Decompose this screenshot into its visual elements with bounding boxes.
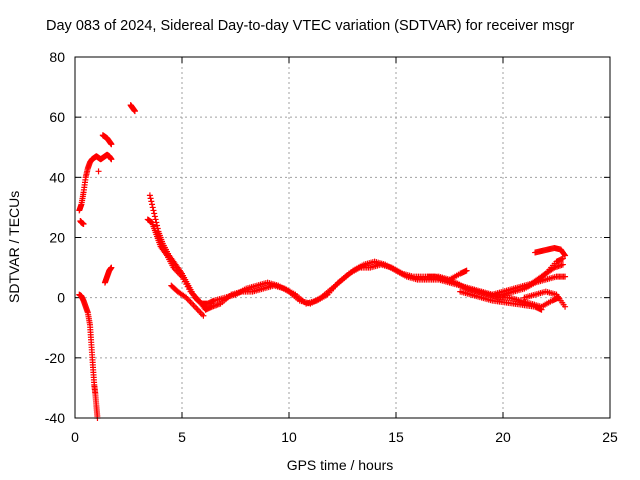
plot-frame	[74, 56, 611, 419]
y-tick-label: 60	[49, 109, 65, 125]
x-axis-label: GPS time / hours	[286, 457, 394, 473]
data-point	[151, 210, 158, 217]
data-point	[559, 255, 566, 262]
data-point	[154, 222, 161, 229]
data-point	[561, 251, 568, 258]
data-markers	[76, 102, 569, 421]
data-point	[95, 168, 102, 175]
data-point	[146, 192, 153, 199]
x-tick-label: 15	[388, 429, 404, 445]
y-tick-label: 40	[49, 169, 65, 185]
data-point	[463, 267, 470, 274]
x-tick-label: 25	[602, 429, 618, 445]
x-tick-label: 10	[281, 429, 297, 445]
data-point	[148, 198, 155, 205]
chart-title: Day 083 of 2024, Sidereal Day-to-day VTE…	[46, 18, 575, 34]
data-point	[562, 303, 569, 310]
y-axis-label: SDTVAR / TECUs	[6, 190, 22, 303]
data-point	[555, 294, 562, 301]
data-point	[147, 195, 154, 202]
data-point	[538, 306, 545, 313]
data-point	[152, 216, 159, 223]
data-point	[80, 220, 87, 227]
grid-lines	[75, 57, 610, 418]
y-tick-label: 20	[49, 230, 65, 246]
data-point	[149, 201, 156, 208]
data-point	[562, 252, 569, 259]
data-point	[559, 261, 566, 268]
y-tick-label: 80	[49, 49, 65, 65]
y-tick-label: -20	[45, 350, 65, 366]
y-tick-label: 0	[57, 290, 65, 306]
data-point	[149, 204, 156, 211]
data-point	[108, 264, 115, 271]
y-tick-label: -40	[45, 410, 65, 426]
x-tick-label: 0	[71, 429, 79, 445]
data-point	[108, 156, 115, 163]
data-point	[562, 273, 569, 280]
x-tick-label: 5	[178, 429, 186, 445]
data-point	[200, 312, 207, 319]
x-tick-label: 20	[495, 429, 511, 445]
data-point	[150, 207, 157, 214]
data-point	[151, 213, 158, 220]
data-point	[108, 141, 115, 148]
data-point	[131, 108, 138, 115]
